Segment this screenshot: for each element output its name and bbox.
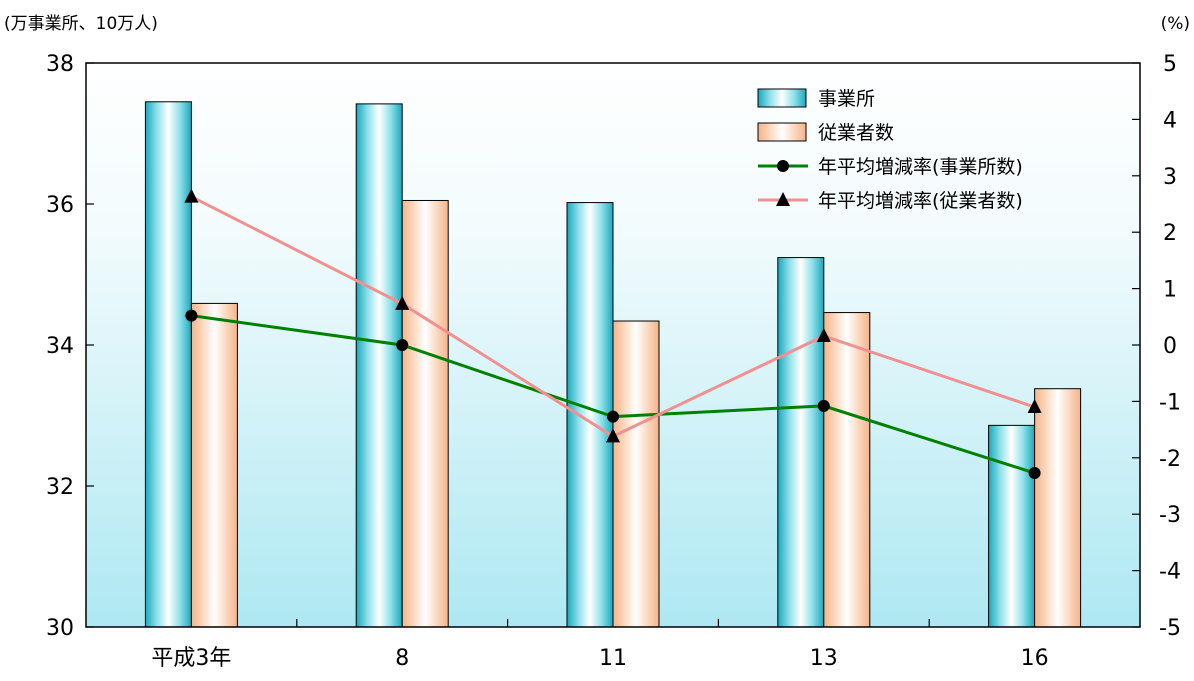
point-employee-rate xyxy=(606,428,620,443)
plot-frame xyxy=(85,62,1141,628)
bar-establishments xyxy=(777,257,825,628)
bar-employees xyxy=(1034,388,1082,628)
left-axis-ticks: 30 32 34 36 38 xyxy=(46,52,94,641)
right-tick-label: -1 xyxy=(1159,390,1181,415)
right-tick-label: 4 xyxy=(1163,108,1177,133)
x-tick-label: 13 xyxy=(810,646,838,671)
left-tick-label: 30 xyxy=(46,616,74,641)
right-tick-label: 1 xyxy=(1163,278,1177,303)
legend-swatch-employees xyxy=(757,122,807,142)
right-tick-label: 5 xyxy=(1163,52,1177,77)
legend-label: 従業者数 xyxy=(818,122,894,144)
left-tick-label: 32 xyxy=(46,475,74,500)
bar-employees xyxy=(190,302,238,628)
x-tick-label: 16 xyxy=(1021,646,1049,671)
point-establishment-rate xyxy=(817,399,830,412)
bar-establishments xyxy=(144,101,192,628)
legend-label: 年平均増減率(従業者数) xyxy=(818,190,1023,212)
legend-label: 事業所 xyxy=(818,88,875,110)
bar-employees xyxy=(401,199,449,628)
x-axis-ticks: 平成3年 8 11 13 16 xyxy=(151,619,1049,671)
point-employee-rate xyxy=(1027,399,1042,414)
bar-employees xyxy=(823,312,871,628)
legend-swatch-establishments xyxy=(757,88,807,108)
legend-label: 年平均増減率(事業所数) xyxy=(818,156,1023,178)
bar-establishments xyxy=(355,103,403,628)
right-tick-label: -5 xyxy=(1159,616,1181,641)
left-unit-label: (万事業所、10万人) xyxy=(4,14,158,34)
bars xyxy=(144,101,1082,628)
right-tick-label: -3 xyxy=(1159,503,1181,528)
right-tick-label: -2 xyxy=(1159,447,1181,472)
point-establishment-rate xyxy=(396,339,409,351)
left-tick-label: 38 xyxy=(46,52,74,77)
right-axis-ticks: 5 4 3 2 1 0 -1 -2 -3 -4 -5 xyxy=(1132,52,1181,641)
point-employee-rate xyxy=(395,295,410,310)
bar-employees xyxy=(612,320,660,628)
right-tick-label: -4 xyxy=(1159,560,1181,585)
point-employee-rate xyxy=(184,188,199,203)
legend-marker-circle xyxy=(777,160,789,172)
bar-establishments xyxy=(988,424,1036,628)
right-unit-label: (%) xyxy=(1161,14,1190,34)
right-tick-label: 2 xyxy=(1163,221,1177,246)
right-tick-label: 3 xyxy=(1163,165,1177,190)
x-tick-label: 8 xyxy=(395,646,409,671)
point-establishment-rate xyxy=(607,410,619,423)
point-employee-rate xyxy=(816,327,831,342)
lines xyxy=(184,188,1042,480)
point-establishment-rate xyxy=(1028,467,1041,480)
left-tick-label: 34 xyxy=(46,334,74,359)
left-tick-label: 36 xyxy=(46,193,74,218)
right-tick-label: 0 xyxy=(1163,334,1177,359)
x-tick-label: 11 xyxy=(599,646,627,671)
legend-marker-triangle xyxy=(776,192,790,206)
point-establishment-rate xyxy=(185,309,198,322)
x-tick-label: 平成3年 xyxy=(151,646,231,671)
